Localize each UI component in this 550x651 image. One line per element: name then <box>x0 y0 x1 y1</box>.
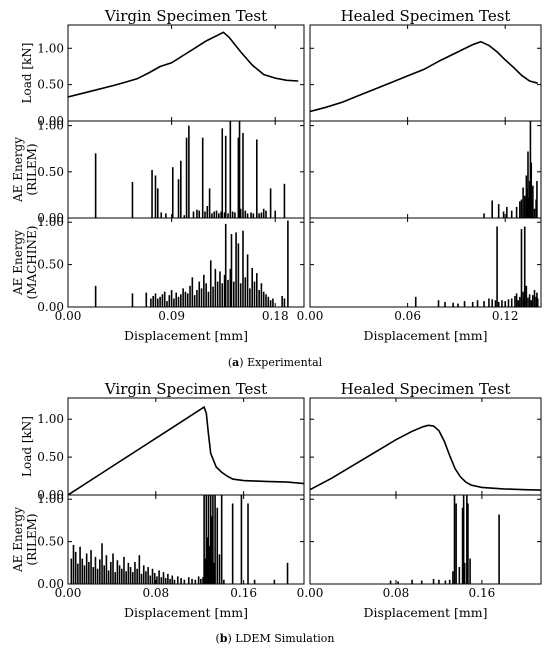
y-axis-label: AE Energy(MACHINE) <box>11 226 39 300</box>
y-axis-label-line: Load [kN] <box>20 416 34 477</box>
panel-r0-c0: 0.00 0.50 1.00 <box>37 397 305 502</box>
x-axis-label: Displacement [mm] <box>363 605 487 620</box>
panel-frame <box>309 494 542 585</box>
y-tick-label: 0.00 <box>37 114 64 128</box>
x-axis-label: Displacement [mm] <box>124 328 248 343</box>
x-tick-label: 0.00 <box>55 309 82 323</box>
x-tick-label: 0.00 <box>55 586 82 600</box>
y-tick-label: 1.00 <box>37 492 64 506</box>
panel-r2-c1: 0.00 0.06 0.12 Displacement [mm] <box>297 217 542 343</box>
load-curve <box>310 424 541 491</box>
x-tick-label: 0.09 <box>158 309 185 323</box>
load-curve <box>68 31 299 98</box>
x-tick-label: 0.08 <box>383 586 410 600</box>
panel-r2-c0: 0.00 0.50 1.00 0.00 0.09 0.18 Displacement [mm… <box>37 215 305 343</box>
chart-b: Virgin Specimen Test Healed Specimen Test… <box>11 380 542 645</box>
column-title: Virgin Specimen Test <box>104 7 267 25</box>
y-axis-label-line: AE Energy <box>11 137 25 203</box>
x-tick-label: 0.12 <box>492 309 519 323</box>
x-tick-label: 0.18 <box>262 309 289 323</box>
panel-frame <box>67 494 305 585</box>
x-axis-label: Displacement [mm] <box>124 605 248 620</box>
y-tick-label: 1.00 <box>37 215 64 229</box>
figure-caption: (b) LDEM Simulation <box>216 632 335 645</box>
y-axis-label-line: (RILEM) <box>25 513 39 565</box>
panel-r1-c1: 0.00 0.08 0.16 Displacement [mm] <box>297 494 542 620</box>
panel-frame <box>309 217 542 308</box>
y-tick-label: 0.00 <box>37 488 64 502</box>
y-axis-label-line: AE Energy <box>11 230 25 296</box>
x-tick-label: 0.06 <box>394 309 421 323</box>
y-axis-label: AE Energy(RILEM) <box>11 137 39 203</box>
panel-frame <box>309 120 542 219</box>
chart-a: Virgin Specimen Test Healed Specimen Test… <box>11 7 542 369</box>
x-tick-label: 0.00 <box>297 309 324 323</box>
y-tick-label: 0.50 <box>37 450 64 464</box>
y-axis-label-line: (MACHINE) <box>25 226 39 300</box>
panel-r1-c0: 0.00 0.50 1.00 <box>37 119 305 225</box>
panel-frame <box>67 24 305 122</box>
column-title: Healed Specimen Test <box>341 380 511 398</box>
y-tick-label: 0.50 <box>37 535 64 549</box>
y-axis-label: Load [kN] <box>20 416 34 477</box>
y-tick-label: 0.50 <box>37 165 64 179</box>
panel-r0-c1 <box>309 397 542 496</box>
y-tick-label: 1.00 <box>37 119 64 133</box>
panel-frame <box>67 397 305 496</box>
panel-frame <box>309 397 542 496</box>
panel-r1-c1 <box>309 120 542 219</box>
x-tick-label: 0.16 <box>469 586 496 600</box>
figure-caption: (a) Experimental <box>228 356 323 369</box>
y-tick-label: 0.50 <box>37 258 64 272</box>
y-axis-label-line: (RILEM) <box>25 143 39 195</box>
panel-frame <box>309 24 542 122</box>
x-axis-label: Displacement [mm] <box>363 328 487 343</box>
y-axis-label-line: Load [kN] <box>20 43 34 104</box>
y-tick-label: 0.00 <box>37 577 64 591</box>
load-curve <box>310 40 538 113</box>
panel-r1-c0: 0.00 0.50 1.00 0.00 0.08 0.16 Displacement [mm… <box>37 492 305 620</box>
panel-r0-c1 <box>309 24 542 122</box>
y-axis-label: Load [kN] <box>20 43 34 104</box>
y-tick-label: 1.00 <box>37 41 64 55</box>
column-title: Virgin Specimen Test <box>104 380 267 398</box>
column-title: Healed Specimen Test <box>341 7 511 25</box>
panel-r0-c0: 0.00 0.50 1.00 <box>37 24 305 128</box>
x-tick-label: 0.08 <box>142 586 169 600</box>
panel-frame <box>67 217 305 308</box>
y-axis-label: AE Energy(RILEM) <box>11 507 39 573</box>
y-tick-label: 0.00 <box>37 300 64 314</box>
y-tick-label: 0.50 <box>37 78 64 92</box>
y-tick-label: 0.00 <box>37 211 64 225</box>
y-tick-label: 1.00 <box>37 412 64 426</box>
x-tick-label: 0.00 <box>297 586 324 600</box>
y-axis-label-line: AE Energy <box>11 507 25 573</box>
x-tick-label: 0.16 <box>230 586 257 600</box>
load-curve <box>68 405 304 495</box>
